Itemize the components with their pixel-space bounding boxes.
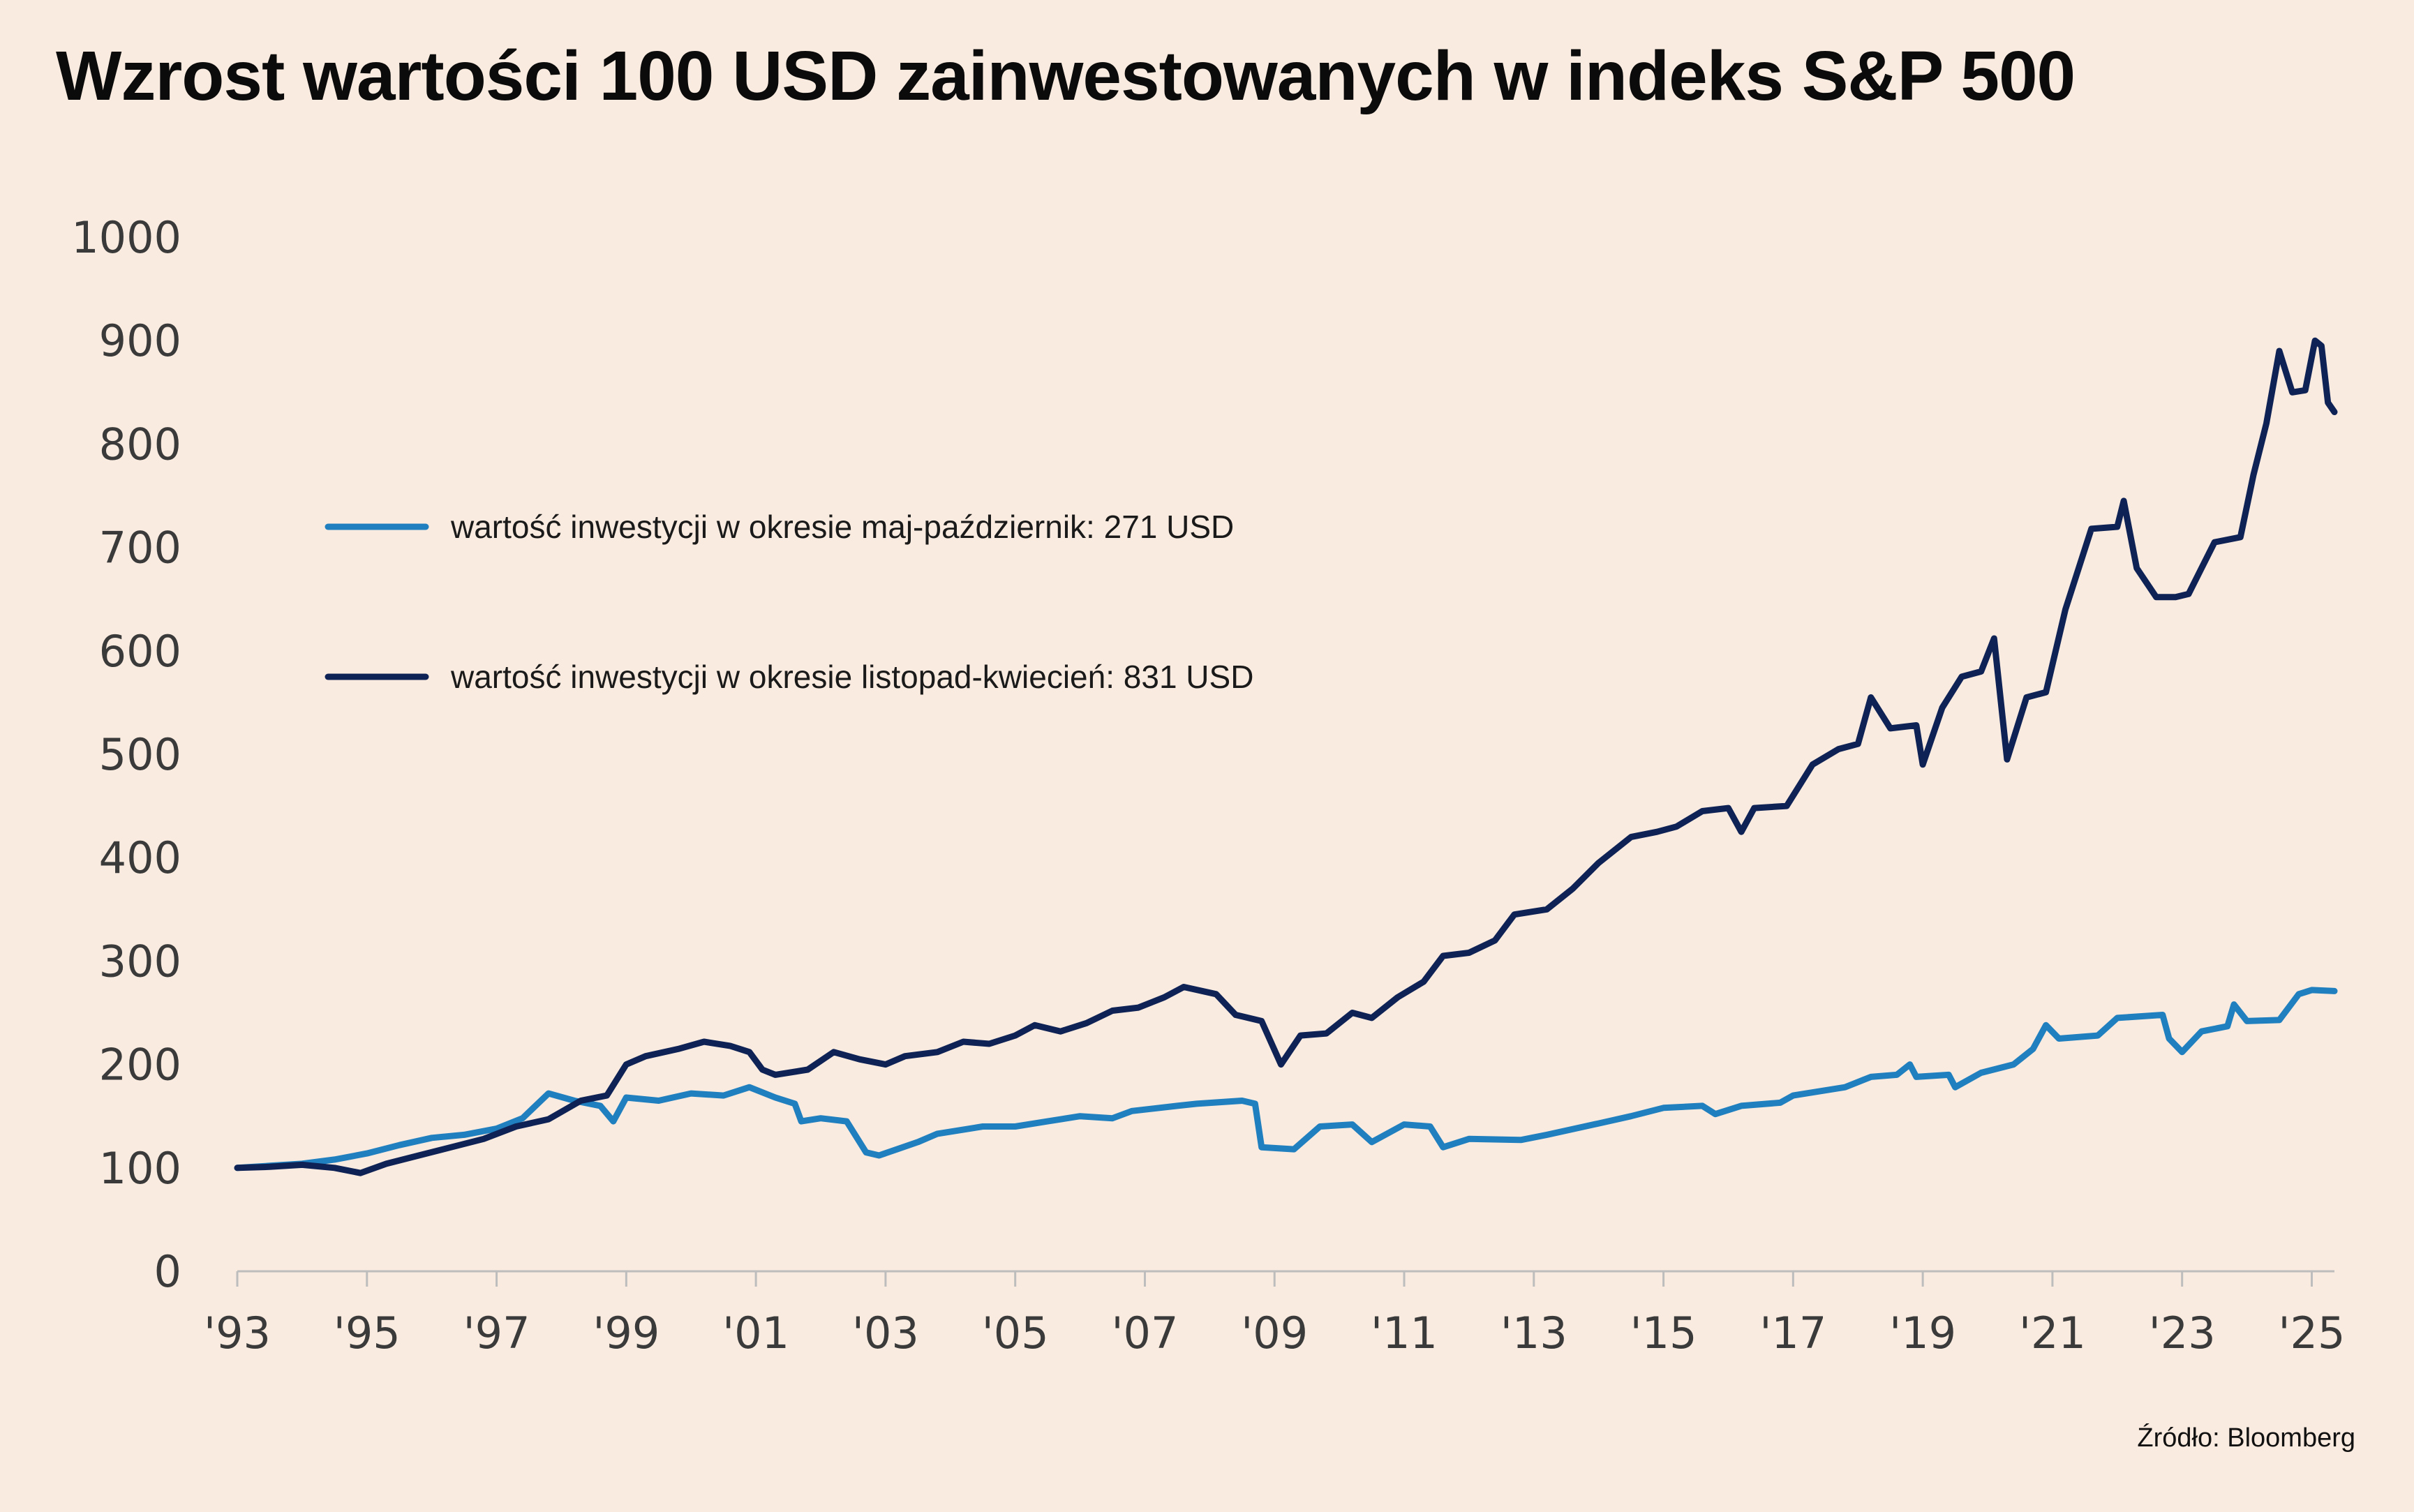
source-note: Źródło: Bloomberg: [2137, 1423, 2355, 1453]
legend-label: wartość inwestycji w okresie listopad-kw…: [450, 659, 1253, 695]
y-tick-label: 400: [99, 832, 181, 883]
x-tick-label: '99: [593, 1308, 660, 1358]
x-tick-label: '93: [204, 1308, 271, 1358]
y-tick-label: 500: [99, 729, 181, 780]
x-tick-label: '07: [1111, 1308, 1178, 1358]
y-tick-label: 800: [99, 419, 181, 470]
x-tick-label: '21: [2019, 1308, 2086, 1358]
x-tick-label: '19: [1889, 1308, 1956, 1358]
x-tick-label: '17: [1759, 1308, 1826, 1358]
series-line-may-oct: [234, 987, 2338, 1172]
y-tick-label: 200: [99, 1040, 181, 1091]
y-tick-label: 300: [99, 936, 181, 987]
y-tick-label: 900: [99, 315, 181, 366]
x-tick-label: '15: [1630, 1308, 1697, 1358]
x-tick-label: '95: [334, 1308, 401, 1358]
x-tick-label: '11: [1371, 1308, 1438, 1358]
x-tick-label: '09: [1241, 1308, 1308, 1358]
x-tick-label: '23: [2149, 1308, 2216, 1358]
x-tick-label: '05: [982, 1308, 1049, 1358]
x-tick-label: '01: [722, 1308, 789, 1358]
x-tick-label: '25: [2279, 1308, 2346, 1358]
x-tick-label: '03: [852, 1308, 919, 1358]
y-tick-label: 1000: [71, 212, 181, 263]
chart-series: [234, 337, 2338, 1176]
x-tick-label: '13: [1500, 1308, 1567, 1358]
x-tick-label: '97: [463, 1308, 530, 1358]
chart-legend: wartość inwestycji w okresie maj-paździe…: [325, 509, 1253, 695]
legend-label: wartość inwestycji w okresie maj-paździe…: [450, 509, 1234, 545]
chart-axes: 0 100 200 300 400 500 600 700 800 900 1000 '93 '95 '9…: [71, 212, 2345, 1358]
page-title: Wzrost wartości 100 USD zainwestowanych …: [56, 37, 2076, 115]
y-tick-label: 100: [99, 1143, 181, 1194]
series-line-nov-apr: [234, 337, 2338, 1176]
y-tick-label: 0: [154, 1246, 181, 1297]
y-tick-label: 600: [99, 626, 181, 677]
y-tick-label: 700: [99, 523, 181, 574]
